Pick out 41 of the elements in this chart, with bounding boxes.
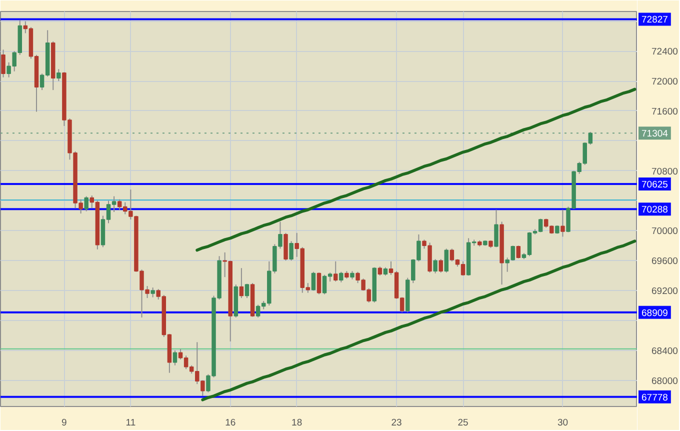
y-tick-label: 71600	[652, 106, 678, 118]
x-tick-label: 16	[225, 418, 236, 428]
y-tick-label: 69200	[652, 286, 678, 298]
candlestick	[339, 271, 344, 283]
line-series	[201, 240, 636, 402]
candlestick	[289, 240, 294, 262]
y-tick-label: 70000	[652, 226, 678, 238]
y-tick-label: 70800	[652, 166, 678, 178]
candlestick	[239, 268, 244, 299]
candlestick	[311, 271, 316, 292]
candlestick	[494, 209, 498, 248]
x-tick-label: 25	[458, 418, 468, 428]
candlestick	[444, 248, 449, 274]
candlestick	[316, 272, 322, 295]
candlestick	[334, 260, 338, 282]
y-tick-label: 72000	[652, 76, 678, 88]
y-tick-label: 68000	[652, 376, 678, 387]
y-tick-label: 69600	[652, 256, 678, 268]
candlestick	[244, 283, 250, 299]
ref-line-label: 70625	[642, 179, 668, 190]
ref-line-label: 71304	[642, 128, 668, 140]
x-tick-label: 9	[62, 418, 67, 428]
ref-line-label: 72827	[642, 14, 668, 26]
y-tick-label: 68400	[652, 346, 678, 357]
candlestick	[172, 350, 178, 366]
candlestick	[56, 68, 61, 82]
candlestick	[438, 258, 443, 274]
candlestick	[560, 209, 565, 238]
candlestick	[516, 245, 521, 259]
candlestick	[150, 287, 155, 298]
y-tick-label: 72400	[652, 46, 678, 58]
ref-line-label: 68909	[642, 308, 668, 319]
candlestick	[433, 258, 438, 274]
x-tick-label: 30	[557, 418, 568, 428]
candlestick	[84, 196, 88, 212]
x-tick-label: 18	[292, 418, 302, 428]
x-tick-label: 23	[391, 418, 402, 428]
ref-line-label: 67778	[642, 392, 668, 404]
line-series	[196, 88, 636, 252]
x-tick-label: 11	[126, 418, 136, 428]
ref-line-label: 70288	[642, 204, 668, 216]
